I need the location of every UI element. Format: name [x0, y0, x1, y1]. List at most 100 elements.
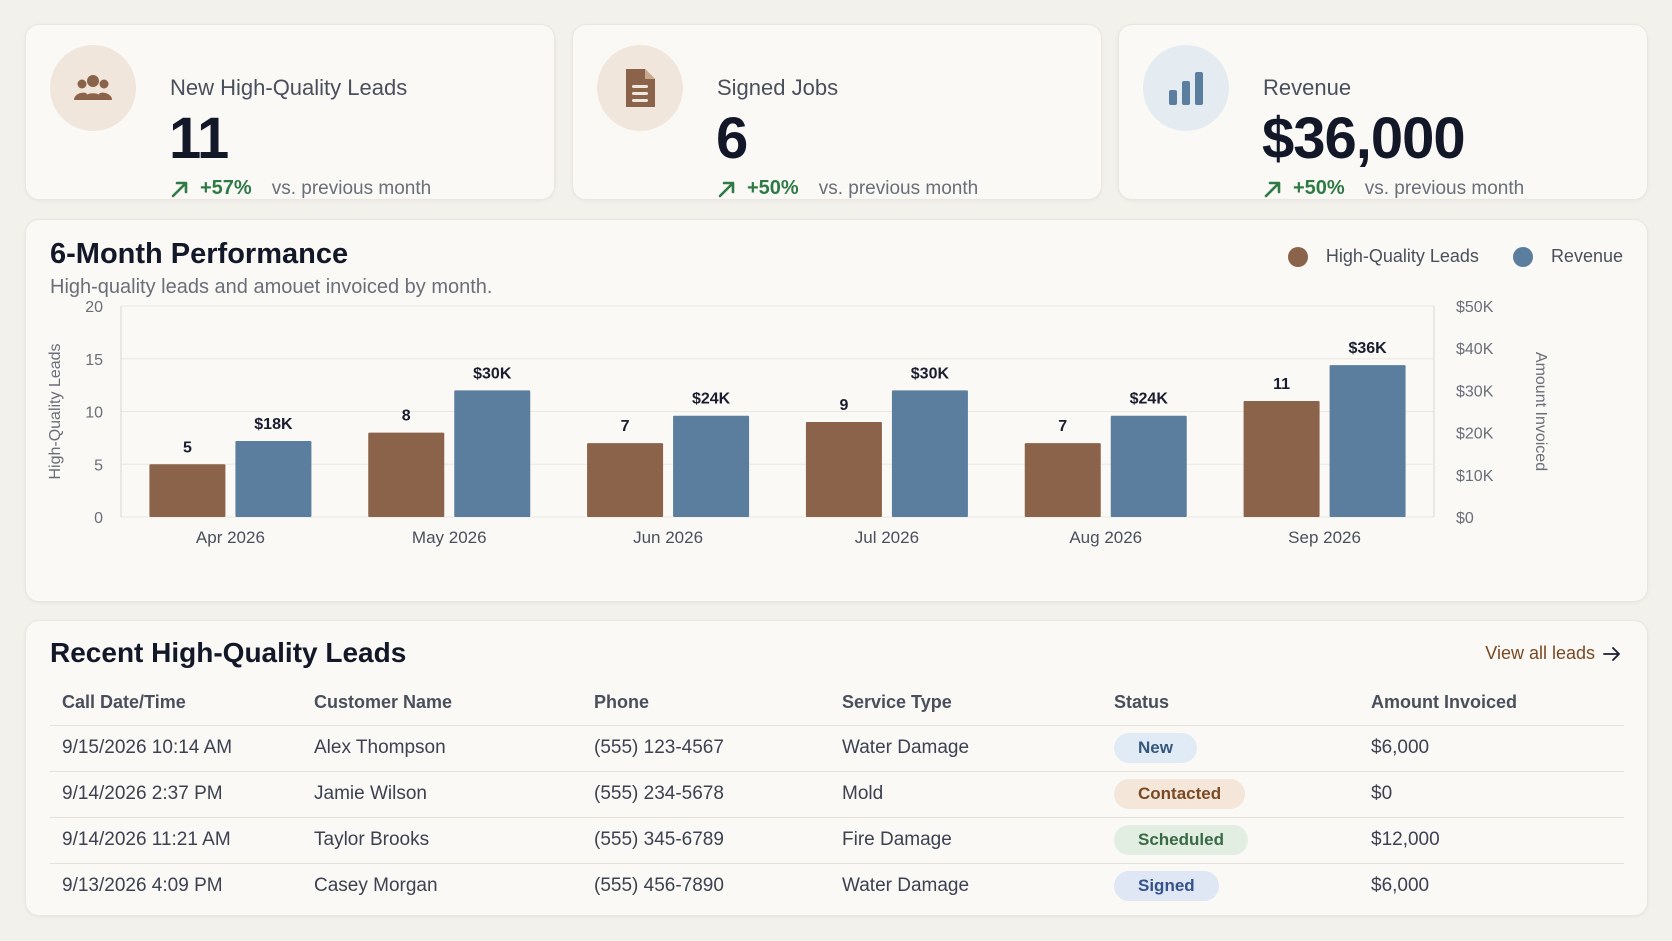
- status-badge: Contacted: [1114, 779, 1246, 809]
- bar-revenue: [235, 441, 312, 517]
- x-tick-label: Aug 2026: [1069, 528, 1142, 547]
- kpi-title: Signed Jobs: [717, 75, 839, 100]
- kpi-trend: +57% vs. previous month: [170, 177, 431, 200]
- x-tick-label: Apr 2026: [196, 528, 265, 547]
- y-tick-label-right: $0: [1456, 510, 1474, 527]
- data-label-leads: 5: [183, 439, 192, 456]
- status-badge: Signed: [1114, 871, 1219, 902]
- arrow-right-icon: [1603, 646, 1620, 661]
- data-label-revenue: $30K: [473, 365, 512, 382]
- x-tick-label: Jun 2026: [633, 528, 703, 547]
- y-axis-title-left: High-Quality Leads: [47, 343, 64, 479]
- cell-status: New: [1102, 725, 1359, 772]
- bar-revenue: [1329, 365, 1406, 517]
- data-label-leads: 9: [839, 397, 848, 414]
- cell-date: 9/14/2026 11:21 AM: [50, 817, 302, 864]
- column-header-amount[interactable]: Amount Invoiced: [1359, 681, 1624, 726]
- x-tick-label: May 2026: [412, 528, 487, 547]
- kpi-note: vs. previous month: [271, 177, 432, 199]
- chart-legend: High-Quality Leads Revenue: [1287, 246, 1623, 267]
- people-icon: [50, 45, 136, 131]
- data-label-revenue: $30K: [911, 365, 950, 382]
- cell-phone: (555) 456-7890: [594, 875, 724, 897]
- data-label-leads: 7: [1058, 418, 1067, 435]
- kpi-value: $36,000: [1262, 106, 1466, 171]
- x-tick-label: Sep 2026: [1288, 528, 1361, 547]
- table-row[interactable]: 9/14/2026 2:37 PM Jamie Wilson (555) 234…: [50, 771, 1624, 818]
- cell-phone: (555) 123-4567: [582, 725, 830, 772]
- view-all-leads-link[interactable]: View all leads: [1485, 643, 1621, 664]
- bar-chart-icon: [1143, 45, 1229, 131]
- table-header-row: Call Date/Time Customer Name Phone Servi…: [50, 681, 1624, 726]
- legend-label: Revenue: [1550, 246, 1623, 266]
- leads-table: Call Date/Time Customer Name Phone Servi…: [50, 681, 1624, 909]
- y-tick-label-left: 10: [85, 405, 103, 422]
- y-tick-label-left: 5: [94, 457, 103, 474]
- legend-swatch-revenue: [1512, 246, 1533, 267]
- cell-phone: (555) 234-5678: [582, 771, 830, 818]
- cell-date: 9/15/2026 10:14 AM: [50, 725, 302, 772]
- cell-customer: Casey Morgan: [314, 875, 438, 897]
- column-header-date[interactable]: Call Date/Time: [50, 681, 302, 726]
- data-label-leads: 11: [1273, 376, 1290, 393]
- view-all-label: View all leads: [1485, 643, 1595, 663]
- kpi-trend: +50% vs. previous month: [717, 177, 978, 200]
- kpi-card-leads: New High-Quality Leads 11 +57% vs. previ…: [25, 24, 555, 200]
- column-header-service[interactable]: Service Type: [830, 681, 1102, 726]
- bar-revenue: [454, 390, 531, 517]
- cell-service: Water Damage: [842, 875, 970, 897]
- cell-customer: Taylor Brooks: [302, 817, 582, 864]
- kpi-change: +50%: [747, 177, 799, 199]
- kpi-change: +57%: [200, 177, 252, 199]
- data-label-revenue: $36K: [1348, 340, 1387, 357]
- kpi-note: vs. previous month: [818, 177, 979, 199]
- kpi-title: New High-Quality Leads: [170, 75, 408, 100]
- y-axis-title-right: Amount Invoiced: [1532, 352, 1549, 471]
- trend-up-icon: [718, 181, 735, 197]
- cell-amount: $0: [1359, 771, 1624, 818]
- cell-phone: (555) 345-6789: [582, 817, 830, 864]
- column-header-customer[interactable]: Customer Name: [302, 681, 582, 726]
- status-badge: New: [1114, 733, 1197, 763]
- kpi-value: 11: [169, 106, 229, 171]
- bar-leads: [149, 464, 226, 517]
- table-row[interactable]: 9/15/2026 10:14 AM Alex Thompson (555) 1…: [50, 725, 1624, 772]
- chart-title: 6-Month Performance: [50, 238, 349, 270]
- legend-swatch-leads: [1287, 246, 1308, 267]
- y-tick-label-right: $10K: [1456, 468, 1494, 485]
- kpi-title: Revenue: [1263, 75, 1352, 100]
- legend-label: High-Quality Leads: [1325, 246, 1479, 266]
- cell-service: Mold: [830, 771, 1102, 818]
- cell-status: Scheduled: [1102, 817, 1359, 864]
- kpi-value: 6: [716, 106, 748, 171]
- y-tick-label-left: 15: [85, 352, 103, 369]
- kpi-card-revenue: Revenue $36,000 +50% vs. previous month: [1118, 24, 1648, 200]
- data-label-revenue: $18K: [254, 416, 293, 433]
- table-row[interactable]: 9/14/2026 11:21 AM Taylor Brooks (555) 3…: [50, 817, 1624, 864]
- cell-amount: $6,000: [1359, 725, 1624, 772]
- table-row[interactable]: 9/13/2026 4:09 PM Casey Morgan (555) 456…: [50, 863, 1624, 909]
- column-header-phone[interactable]: Phone: [582, 681, 830, 726]
- cell-status: Signed: [1102, 863, 1359, 909]
- cell-date: 9/13/2026 4:09 PM: [62, 875, 223, 897]
- table-title: Recent High-Quality Leads: [50, 637, 407, 668]
- column-header-status[interactable]: Status: [1102, 681, 1359, 726]
- recent-leads-card: Recent High-Quality Leads View all leads…: [25, 620, 1648, 916]
- document-icon: [597, 45, 683, 131]
- bar-leads: [805, 422, 882, 517]
- kpi-trend: +50% vs. previous month: [1263, 177, 1524, 200]
- bar-revenue: [1110, 415, 1187, 517]
- trend-up-icon: [1264, 181, 1281, 197]
- y-tick-label-left: 20: [85, 299, 103, 316]
- status-badge: Scheduled: [1114, 825, 1248, 855]
- data-label-revenue: $24K: [1130, 391, 1169, 408]
- bar-leads: [1243, 400, 1320, 517]
- y-tick-label-right: $50K: [1456, 299, 1494, 316]
- kpi-card-signed-jobs: Signed Jobs 6 +50% vs. previous month: [572, 24, 1102, 200]
- cell-service: Water Damage: [830, 725, 1102, 772]
- bar-revenue: [891, 390, 968, 517]
- trend-up-icon: [171, 181, 188, 197]
- bar-revenue: [673, 415, 750, 517]
- legend-item-revenue: Revenue: [1512, 246, 1623, 267]
- cell-customer: Jamie Wilson: [302, 771, 582, 818]
